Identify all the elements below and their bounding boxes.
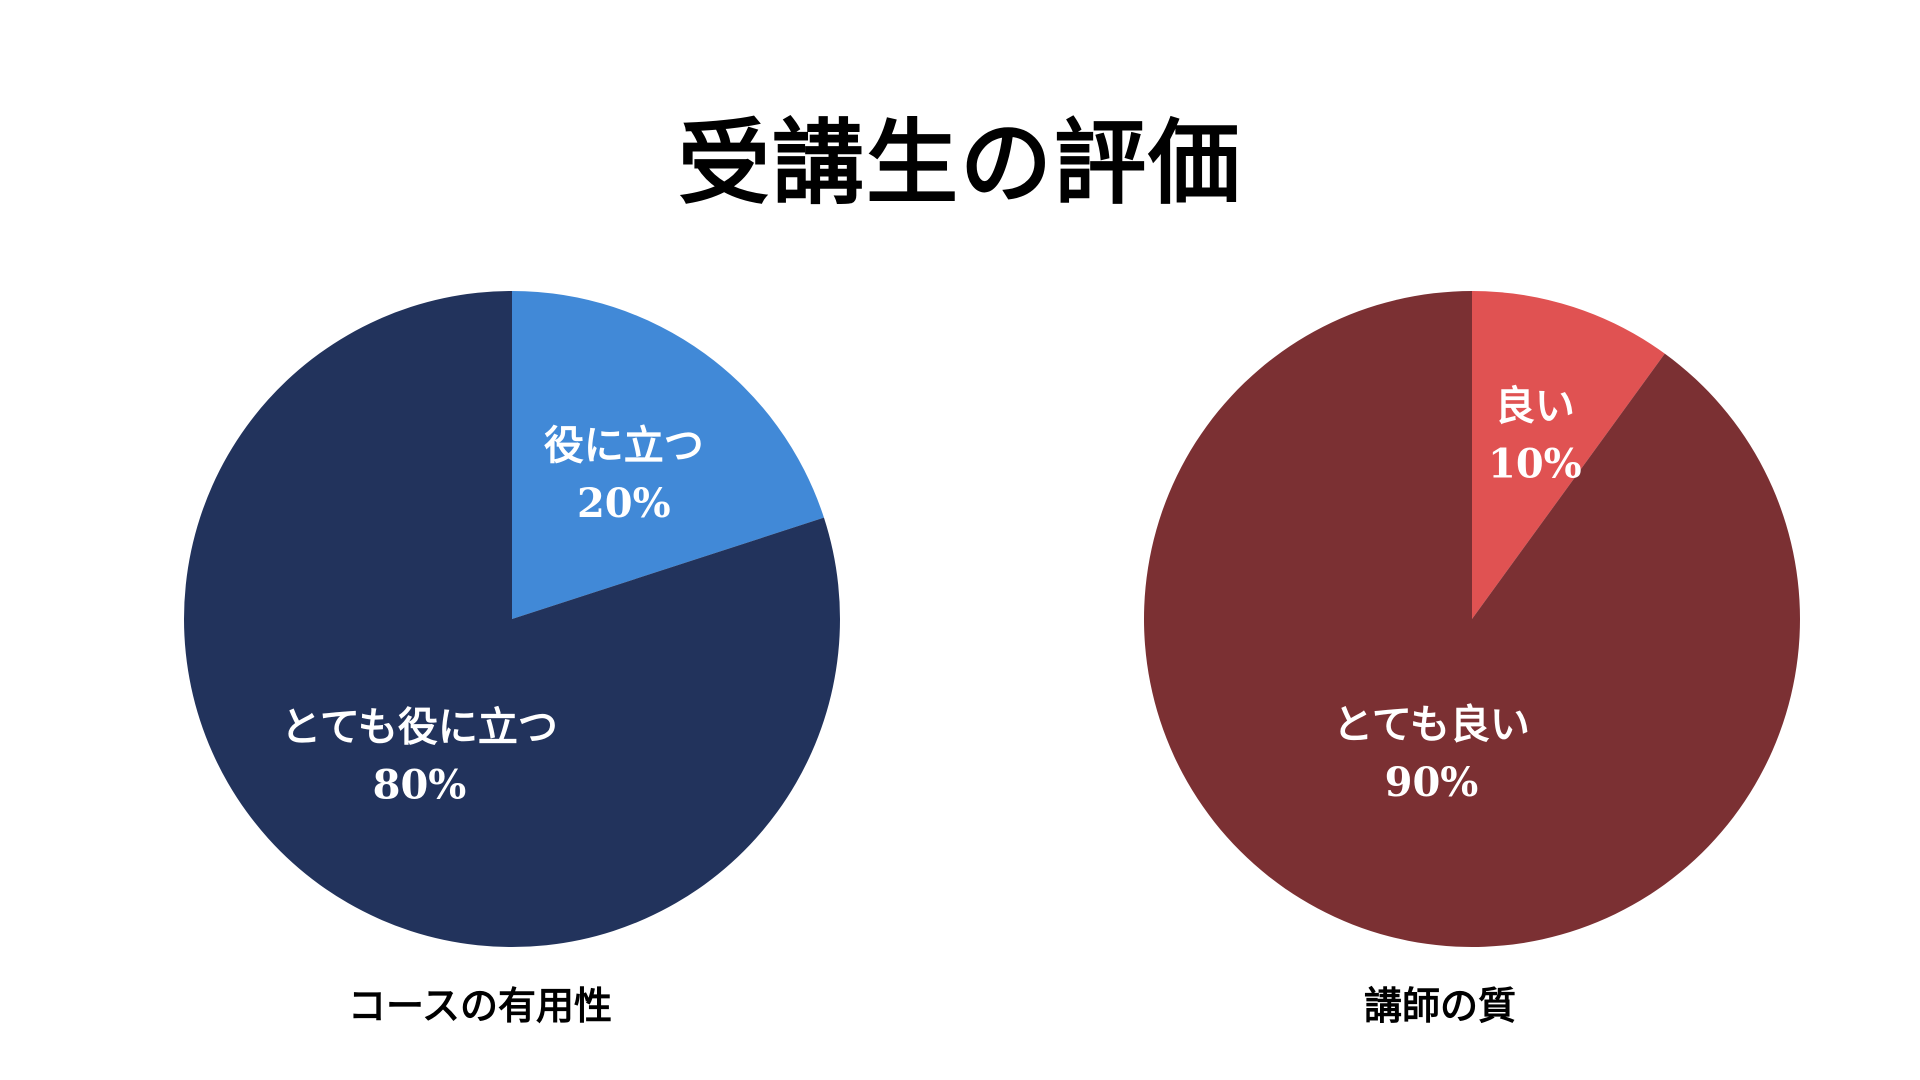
page-title: 受講生の評価 — [677, 110, 1242, 217]
pie-slice — [183, 291, 840, 947]
pie-chart-svg: 良い 10% とても良い 90% — [1144, 291, 1800, 947]
pie-slice — [1472, 291, 1665, 619]
pie-chart-course-usefulness: 役に立つ 20% とても役に立つ 80% コースの有用性 — [183, 291, 840, 1028]
pie-slice — [512, 291, 824, 619]
slice-value-label: 90% — [1385, 759, 1479, 806]
slice-value-label: 80% — [373, 761, 467, 808]
pie-chart-svg: 役に立つ 20% とても役に立つ 80% — [183, 291, 840, 947]
pie-chart-instructor-quality: 良い 10% とても良い 90% 講師の質 — [960, 0, 1920, 1080]
slice-label: とても役に立つ — [281, 704, 558, 750]
chart-caption: 講師の質 — [1363, 984, 1516, 1028]
slice-label: とても良い — [1333, 702, 1530, 748]
chart-caption: コースの有用性 — [347, 984, 613, 1028]
slice-label: 役に立つ — [544, 423, 704, 469]
pie-slice — [1144, 291, 1800, 947]
slice-value-label: 20% — [577, 480, 671, 527]
slice-value-label: 10% — [1488, 441, 1582, 488]
slice-label: 良い — [1495, 384, 1575, 430]
